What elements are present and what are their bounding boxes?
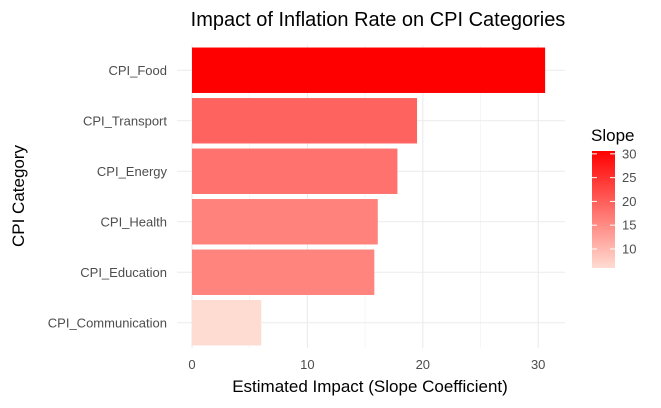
bar-cpi-energy — [192, 148, 398, 194]
y-tick-label: CPI_Energy — [97, 164, 168, 179]
y-tick-labels: CPI_Food CPI_Transport CPI_Energy CPI_Healt… — [48, 63, 168, 331]
bar-cpi-transport — [192, 98, 418, 144]
x-axis-title: Estimated Impact (Slope Coefficient) — [232, 377, 508, 396]
legend-title: Slope — [591, 126, 634, 145]
legend-tick-label: 25 — [622, 170, 636, 185]
y-tick-label: CPI_Communication — [48, 315, 167, 330]
chart-title: Impact of Inflation Rate on CPI Categori… — [191, 9, 566, 31]
legend-ticks: 10 15 20 25 30 — [592, 146, 636, 256]
legend: Slope 10 15 20 25 30 — [591, 126, 636, 268]
x-tick-label: 0 — [188, 357, 195, 372]
legend-tick-label: 30 — [622, 146, 636, 161]
bars — [192, 47, 546, 346]
x-tick-label: 20 — [416, 357, 430, 372]
x-tick-label: 10 — [300, 357, 314, 372]
x-tick-labels: 0 10 20 30 — [188, 357, 545, 372]
y-tick-label: CPI_Education — [80, 265, 167, 280]
y-tick-label: CPI_Transport — [83, 113, 167, 128]
legend-tick-label: 10 — [622, 241, 636, 256]
legend-tick-label: 15 — [622, 218, 636, 233]
legend-colorbar — [592, 151, 615, 268]
legend-tick-label: 20 — [622, 194, 636, 209]
y-tick-label: CPI_Health — [101, 214, 167, 229]
bar-cpi-food — [192, 47, 546, 93]
x-tick-label: 30 — [531, 357, 545, 372]
y-tick-label: CPI_Food — [108, 63, 167, 78]
y-axis-title: CPI Category — [9, 144, 28, 247]
bar-cpi-health — [192, 199, 378, 245]
bar-cpi-communication — [192, 300, 262, 346]
bar-cpi-education — [192, 249, 375, 295]
